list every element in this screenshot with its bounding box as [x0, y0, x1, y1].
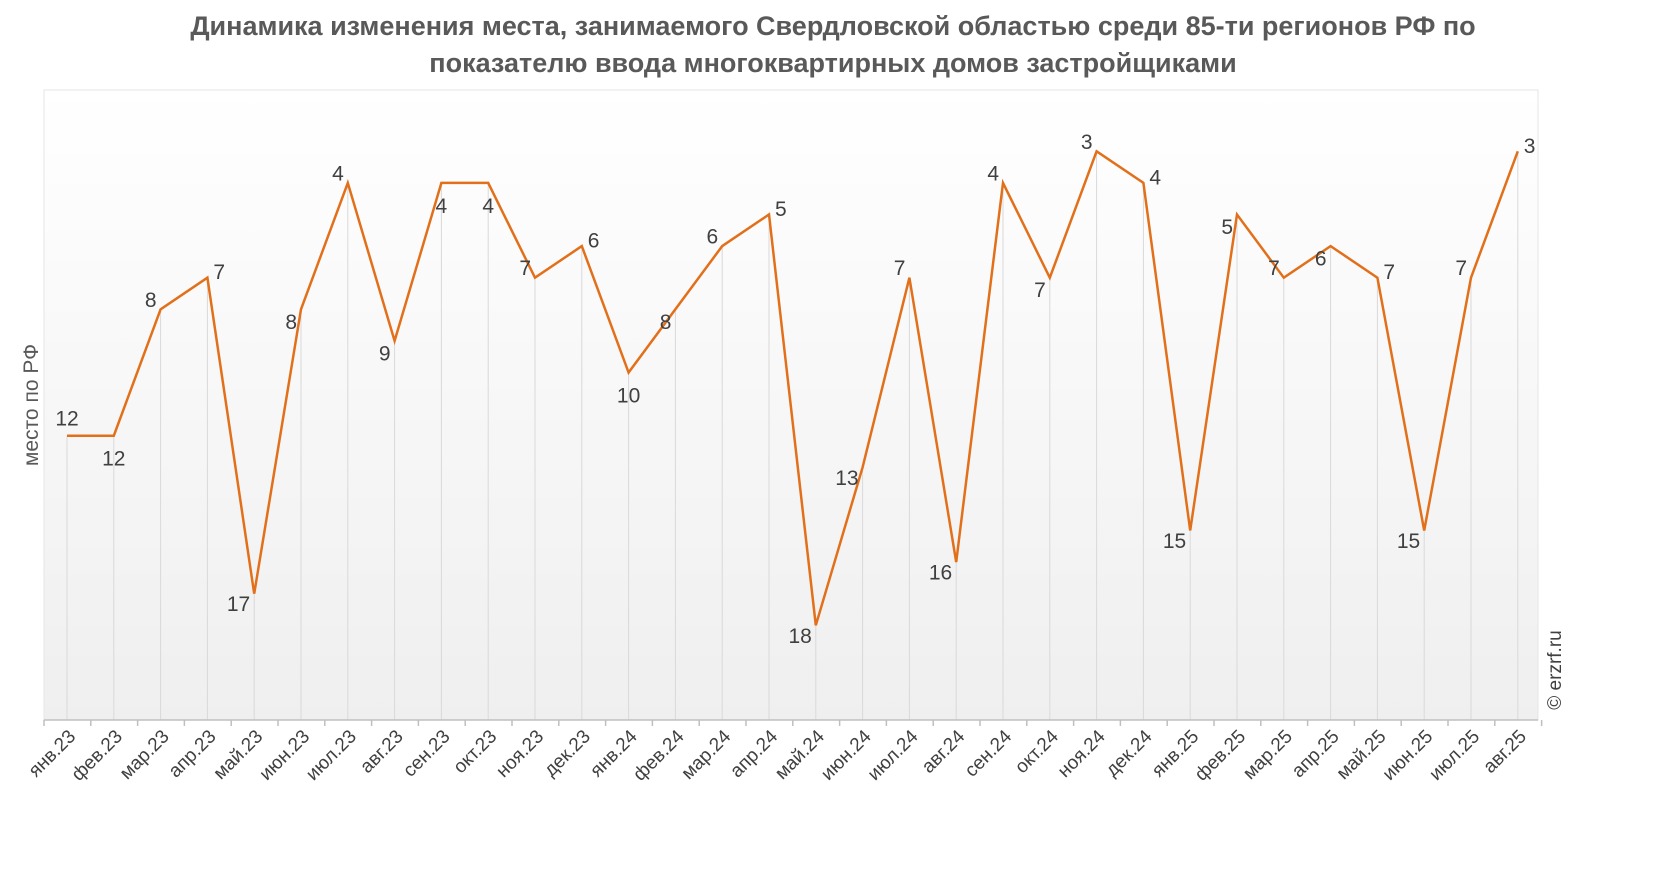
x-axis-ticks: [43, 720, 1543, 726]
chart-title: Динамика изменения места, занимаемого Св…: [0, 8, 1666, 82]
x-tick-label: июл.24: [864, 726, 923, 785]
data-label: 12: [55, 408, 78, 431]
x-tick-label: июн.23: [256, 726, 315, 785]
x-tick-label: май.23: [210, 726, 268, 784]
x-tick-label: авг.23: [356, 726, 407, 777]
data-label: 5: [775, 198, 787, 221]
data-label: 15: [1163, 530, 1186, 553]
data-label: 7: [1268, 257, 1280, 280]
data-label: 9: [379, 342, 391, 365]
chart-title-line-1: Динамика изменения места, занимаемого Св…: [190, 11, 1476, 41]
x-tick-label: мар.24: [678, 726, 736, 784]
data-label: 6: [1315, 248, 1327, 271]
data-label: 4: [482, 195, 494, 218]
data-label: 3: [1081, 131, 1093, 154]
drop-lines: [66, 151, 1519, 720]
x-tick-label: дек.23: [540, 726, 595, 781]
data-label: 7: [1383, 261, 1395, 284]
data-label: 8: [660, 311, 672, 334]
watermark: © erzrf.ru: [1545, 630, 1566, 709]
data-label: 6: [707, 226, 719, 249]
x-tick-label: авг.24: [918, 726, 970, 778]
x-tick-label: мар.23: [116, 726, 174, 784]
data-label: 15: [1397, 530, 1420, 553]
data-label: 16: [929, 562, 952, 585]
data-label: 12: [102, 448, 125, 471]
x-tick-label: фев.24: [629, 726, 688, 785]
x-tick-label: фев.25: [1191, 726, 1250, 785]
data-label: 4: [1149, 166, 1161, 189]
series-line: [67, 149, 1519, 626]
data-label: 4: [987, 162, 999, 185]
chart-title-line-2: показателю ввода многоквартирных домов з…: [429, 48, 1237, 78]
data-label: 7: [1455, 257, 1467, 280]
data-label: 6: [588, 230, 600, 253]
x-axis-labels: янв.23фев.23мар.23апр.23май.23июн.23июл.…: [25, 726, 1531, 786]
x-tick-label: дек.24: [1102, 726, 1157, 781]
x-tick-label: окт.23: [450, 726, 502, 778]
x-tick-label: авг.25: [1479, 726, 1530, 777]
x-tick-label: ноя.24: [1054, 726, 1110, 782]
x-tick-label: апр.24: [726, 726, 782, 782]
data-label: 13: [835, 467, 858, 490]
data-label: 7: [213, 261, 225, 284]
x-tick-label: июл.25: [1425, 726, 1484, 785]
x-tick-label: окт.24: [1011, 726, 1063, 778]
x-tick-label: апр.23: [165, 726, 221, 782]
data-label: 7: [894, 257, 906, 280]
x-tick-label: май.24: [771, 726, 829, 784]
x-tick-label: июл.23: [302, 726, 361, 785]
y-axis-label: место по РФ: [20, 344, 43, 466]
data-label: 7: [1034, 279, 1046, 302]
data-label: 8: [285, 311, 297, 334]
x-tick-label: май.25: [1333, 726, 1391, 784]
data-label: 4: [436, 195, 448, 218]
x-tick-label: мар.25: [1239, 726, 1297, 784]
x-tick-label: июн.25: [1379, 726, 1438, 785]
data-label: 17: [227, 593, 250, 616]
data-labels: 12 12 8 7 17 8 4 9 4 4 7 6 10 8 6 5 18 13 7 16 4 7 3 4 15 5 7 6 7 15 7…: [55, 131, 1535, 648]
x-tick-label: ноя.23: [492, 726, 548, 782]
x-tick-label: апр.25: [1288, 726, 1344, 782]
x-tick-label: июн.24: [817, 726, 876, 785]
data-label: 5: [1221, 216, 1233, 239]
data-label: 10: [617, 385, 640, 408]
x-tick-label: сен.24: [961, 726, 1016, 781]
data-label: 8: [145, 289, 157, 312]
x-tick-label: сен.23: [399, 726, 454, 781]
data-label: 3: [1524, 135, 1536, 158]
data-label: 7: [519, 257, 531, 280]
data-label: 18: [788, 625, 811, 648]
data-label: 4: [332, 162, 344, 185]
x-tick-label: фев.23: [68, 726, 127, 785]
